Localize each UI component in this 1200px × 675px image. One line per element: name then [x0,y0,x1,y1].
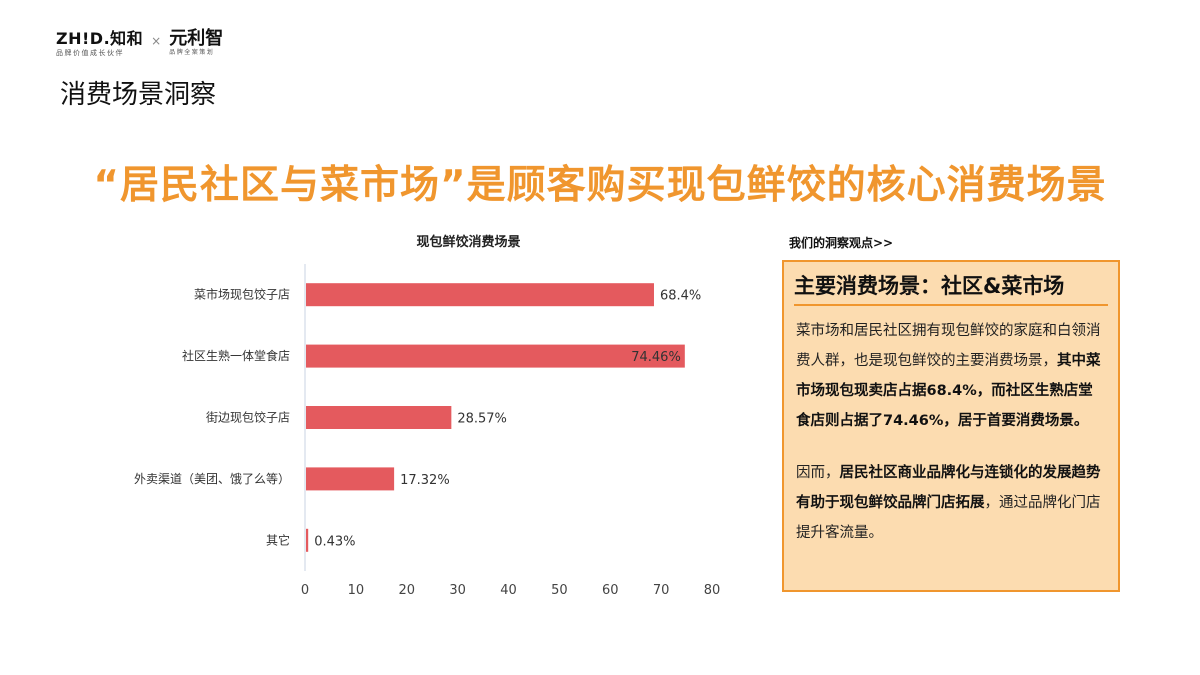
category-label: 街边现包饺子店 [206,410,290,425]
headline: “居民社区与菜市场”是顾客购买现包鲜饺的核心消费场景 [93,163,1107,208]
insight-p2-tail: ，通过品牌化门店提升客流量。 [796,495,1101,541]
x-tick-label: 60 [602,583,619,598]
insight-title: 主要消费场景：社区&菜市场 [794,270,1108,306]
category-label: 其它 [266,532,290,547]
zhid-logo-tagline: 品牌价值成长伙伴 [56,49,124,57]
bar-chart: 现包鲜饺消费场景 0 10 20 30 40 50 60 70 80 菜市场现包饺子店 68.4% 社区… [100,226,740,606]
data-label: 68.4% [660,289,701,304]
data-label: 17.32% [400,473,450,488]
logo-separator: × [151,34,162,48]
category-label: 菜市场现包饺子店 [194,287,290,302]
x-tick-label: 30 [449,583,466,598]
insight-body: 菜市场和居民社区拥有现包鲜饺的家庭和白领消费人群，也是现包鲜饺的主要消费场景，其… [796,316,1106,548]
x-tick-label: 70 [653,583,670,598]
yuanlizhi-logo-text: 元利智 [169,28,224,49]
category-label: 外卖渠道（美团、饿了么等） [134,472,290,486]
bar [306,467,395,491]
category-label: 社区生熟一体堂食店 [182,348,290,363]
x-tick-label: 50 [551,583,568,598]
data-label: 74.46% [631,350,681,365]
x-tick-label: 40 [500,583,517,598]
page-title: 消费场景洞察 [60,80,217,110]
data-label: 0.43% [314,534,355,549]
yuanlizhi-logo-tagline: 品牌全案策划 [169,49,215,56]
insight-p1-bold: 其中菜市场现包现卖店占据68.4%，而社区生熟店堂食店则占据了74.46%，居于… [796,353,1101,429]
bar [306,406,452,429]
insight-p1-text: 菜市场和居民社区拥有现包鲜饺的家庭和白领消费人群，也是现包鲜饺的主要消费场景， [796,323,1101,369]
insight-heading: 我们的洞察观点>> [789,236,894,250]
zhid-logo-text: ZH!D.知和 [56,29,144,48]
bar-chart-svg: 现包鲜饺消费场景 0 10 20 30 40 50 60 70 80 菜市场现包饺子店 68.4% 社区… [134,234,721,598]
x-tick-label: 0 [301,583,309,598]
x-tick-label: 20 [398,583,415,598]
chart-title: 现包鲜饺消费场景 [416,234,520,250]
insight-box: 主要消费场景：社区&菜市场 菜市场和居民社区拥有现包鲜饺的家庭和白领消费人群，也… [782,260,1120,592]
paragraph-gap [796,436,1106,458]
yuanlizhi-logo: 元利智 品牌全案策划 [169,30,223,58]
data-label: 28.57% [457,412,507,427]
zhid-logo: ZH!D.知和 品牌价值成长伙伴 [56,30,143,58]
insight-p2-bold: 居民社区商业品牌化与连锁化的发展趋势有助于现包鲜饺品牌门店拓展 [796,465,1101,511]
bar [306,283,654,307]
header-logos: ZH!D.知和 品牌价值成长伙伴 × 元利智 品牌全案策划 [56,30,223,60]
insight-p2-text: 因而， [796,465,840,481]
x-tick-label: 80 [704,583,721,598]
x-tick-label: 10 [348,583,365,598]
bar [306,528,309,552]
bar [306,344,685,368]
